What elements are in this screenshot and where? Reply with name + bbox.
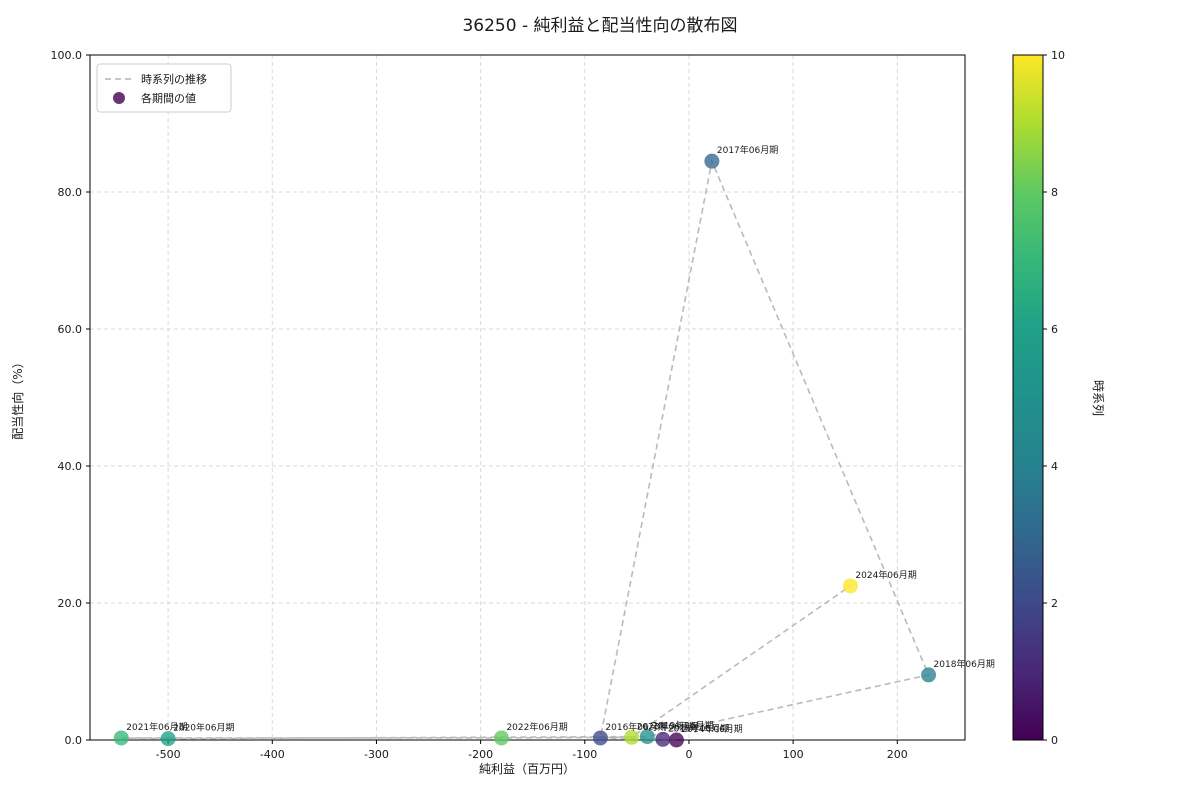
colorbar-tick-label: 8 xyxy=(1051,186,1058,199)
colorbar-tick-label: 6 xyxy=(1051,323,1058,336)
data-point xyxy=(624,729,640,745)
trend-dashed-path xyxy=(121,158,930,741)
data-point xyxy=(668,732,684,748)
x-tick-label: 0 xyxy=(685,748,692,761)
point-annotation: 2015年06月期 xyxy=(668,722,729,734)
y-tick-label: 100.0 xyxy=(51,49,83,62)
point-annotation: 2020年06月期 xyxy=(173,722,234,734)
x-axis-label: 純利益（百万円） xyxy=(479,762,575,776)
legend: 時系列の推移 各期間の値 xyxy=(96,63,232,113)
data-point xyxy=(655,731,671,747)
data-point xyxy=(493,730,509,746)
legend-label-points: 各期間の値 xyxy=(141,91,196,105)
legend-dot-icon xyxy=(113,92,125,104)
y-tick-label: 0.0 xyxy=(65,734,83,747)
colorbar-tick-label: 10 xyxy=(1051,49,1065,62)
y-tick-label: 60.0 xyxy=(58,323,83,336)
x-tick-label: -400 xyxy=(260,748,285,761)
plot-border xyxy=(89,54,966,741)
x-tick-label: -100 xyxy=(572,748,597,761)
data-point xyxy=(639,729,655,745)
colorbar-tick-label: 4 xyxy=(1051,460,1058,473)
point-annotation: 2014年06月期 xyxy=(681,723,742,735)
colorbar-tick-label: 2 xyxy=(1051,597,1058,610)
point-annotation: 2016年06月期 xyxy=(605,721,666,733)
colorbar-ticks: 0 2 4 6 8 10 xyxy=(1043,49,1065,747)
point-annotation: 2019年06月期 xyxy=(652,720,713,732)
colorbar-tick-label: 0 xyxy=(1051,734,1058,747)
data-point xyxy=(921,667,937,683)
x-tick-label: 200 xyxy=(887,748,908,761)
y-tick-label: 20.0 xyxy=(58,597,83,610)
point-annotation: 2024年06月期 xyxy=(855,569,916,581)
x-tick-label: 100 xyxy=(783,748,804,761)
y-tick-label: 40.0 xyxy=(58,460,83,473)
point-annotation: 2023年06月期 xyxy=(637,720,698,732)
y-axis-label: 配当性向（%） xyxy=(10,356,25,439)
data-point xyxy=(842,578,858,594)
chart-title: 36250 - 純利益と配当性向の散布図 xyxy=(462,16,737,36)
point-annotation: 2018年06月期 xyxy=(934,658,995,670)
point-annotation: 2022年06月期 xyxy=(506,721,567,733)
data-point xyxy=(160,731,176,747)
colorbar-label: 時系列 xyxy=(1091,380,1105,416)
data-point xyxy=(704,153,720,169)
legend-label-trend: 時系列の推移 xyxy=(141,72,207,86)
data-point xyxy=(592,730,608,746)
axis-ticks: -500 -400 -300 -200 -100 0 100 200 0.0 20.0 40.0 60… xyxy=(51,49,908,761)
y-tick-label: 80.0 xyxy=(58,186,83,199)
data-point xyxy=(113,730,129,746)
colorbar: 0 2 4 6 8 10 時系列 xyxy=(1012,49,1105,747)
x-tick-label: -200 xyxy=(468,748,493,761)
x-tick-label: -500 xyxy=(156,748,181,761)
point-annotation: 2021年06月期 xyxy=(126,721,187,733)
x-tick-label: -300 xyxy=(364,748,389,761)
point-annotation: 2017年06月期 xyxy=(717,144,778,156)
colorbar-bar xyxy=(1012,54,1044,741)
legend-box xyxy=(96,63,232,113)
plot-spine xyxy=(89,54,966,741)
